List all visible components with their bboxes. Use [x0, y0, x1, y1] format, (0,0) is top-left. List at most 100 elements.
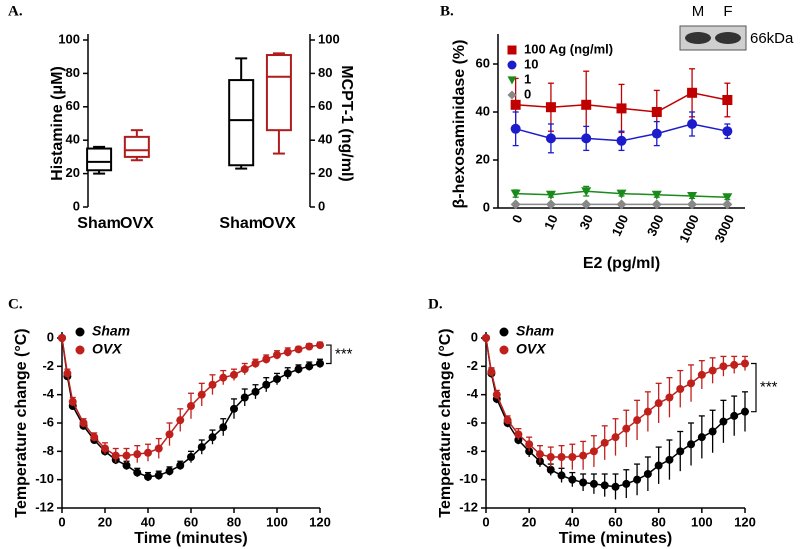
marker	[514, 430, 523, 439]
marker	[687, 87, 698, 98]
marker	[283, 369, 292, 378]
x-axis-label: E2 (pg/ml)	[583, 255, 660, 272]
marker	[219, 423, 228, 432]
marker	[651, 190, 662, 200]
marker	[600, 438, 609, 447]
y-tick-label: -10	[35, 471, 54, 486]
marker	[525, 440, 534, 449]
legend-marker	[507, 90, 517, 100]
marker	[616, 199, 627, 210]
y-tick-label: 0	[471, 329, 478, 344]
marker	[546, 453, 555, 461]
marker	[230, 404, 238, 413]
panel-label: B.	[440, 3, 454, 19]
y-tick-label: -2	[466, 358, 478, 373]
x-tick-label: 10	[541, 212, 561, 231]
marker	[545, 133, 556, 144]
y-axis-label: Temperature change (°C)	[13, 328, 30, 517]
significance-label: ***	[760, 379, 778, 396]
x-tick-label: 0	[58, 514, 65, 529]
marker	[510, 189, 521, 199]
marker	[197, 443, 206, 452]
y-tick-label: 40	[66, 132, 80, 147]
y-tick-label: 0	[483, 199, 490, 214]
panel-label: D.	[428, 296, 443, 312]
marker	[643, 407, 652, 416]
marker	[187, 402, 195, 410]
x-tick-label: 0	[482, 514, 489, 529]
inset-marker-label: 66kDa	[750, 30, 794, 47]
marker	[240, 393, 249, 402]
x-tick-label: 40	[565, 514, 579, 529]
box	[123, 135, 150, 158]
blot-band	[685, 32, 711, 44]
marker	[165, 467, 174, 476]
marker	[273, 351, 281, 359]
legend-marker	[507, 60, 517, 70]
y2-tick-label: 100	[318, 31, 340, 46]
marker	[316, 359, 324, 368]
x-tick-label: 60	[608, 514, 622, 529]
marker	[230, 370, 238, 379]
y-tick-label: 20	[476, 151, 490, 166]
marker	[251, 387, 260, 396]
x-tick-label: 120	[734, 514, 756, 529]
legend-label: OVX	[516, 341, 547, 357]
marker	[305, 342, 314, 351]
marker	[111, 451, 120, 460]
marker	[545, 190, 556, 200]
marker	[676, 447, 685, 456]
marker	[273, 375, 281, 384]
x-tick-label: 60	[184, 514, 198, 529]
marker	[251, 359, 260, 368]
legend-label: OVX	[92, 341, 123, 357]
y-tick-label: -6	[42, 414, 54, 429]
marker	[719, 417, 728, 426]
x-tick-label: OVX	[262, 215, 296, 232]
x-tick-label: 20	[522, 514, 536, 529]
x-tick-label: 40	[141, 514, 155, 529]
marker	[63, 369, 72, 378]
marker	[546, 465, 555, 474]
marker	[240, 365, 249, 374]
marker	[294, 365, 303, 374]
marker	[651, 128, 662, 139]
marker	[651, 199, 662, 210]
y-axis-label: Histamine (μM)	[49, 66, 66, 181]
marker	[262, 355, 271, 364]
y-tick-label: -10	[459, 471, 478, 486]
marker	[622, 479, 631, 488]
marker	[122, 451, 131, 460]
panel-label: A.	[8, 3, 23, 19]
marker	[283, 348, 292, 357]
marker	[730, 411, 739, 420]
marker	[611, 482, 620, 491]
y2-axis-label: MCPT-1 (ng/ml)	[338, 65, 355, 181]
marker	[722, 95, 733, 105]
y-tick-label: -2	[42, 358, 54, 373]
marker	[133, 450, 142, 459]
x-tick-label: 100	[691, 514, 713, 529]
marker	[176, 461, 185, 470]
x-tick-label: 0	[509, 212, 526, 225]
x-tick-label: 3000	[711, 212, 737, 245]
marker	[676, 385, 685, 393]
y-tick-label: 60	[476, 55, 490, 70]
marker	[579, 478, 588, 487]
marker	[722, 193, 733, 203]
marker	[568, 453, 577, 461]
panel-label: C.	[8, 296, 23, 312]
blot-band	[715, 32, 741, 44]
series-line	[485, 337, 746, 488]
inset-label: M	[692, 3, 705, 20]
marker	[581, 133, 592, 144]
marker	[176, 416, 185, 425]
legend-label: 10	[524, 56, 538, 71]
marker	[510, 123, 521, 134]
marker	[503, 416, 512, 425]
marker	[600, 481, 609, 490]
marker	[557, 471, 566, 480]
y-tick-label: -4	[466, 386, 478, 401]
y-tick-label: 20	[66, 165, 80, 180]
